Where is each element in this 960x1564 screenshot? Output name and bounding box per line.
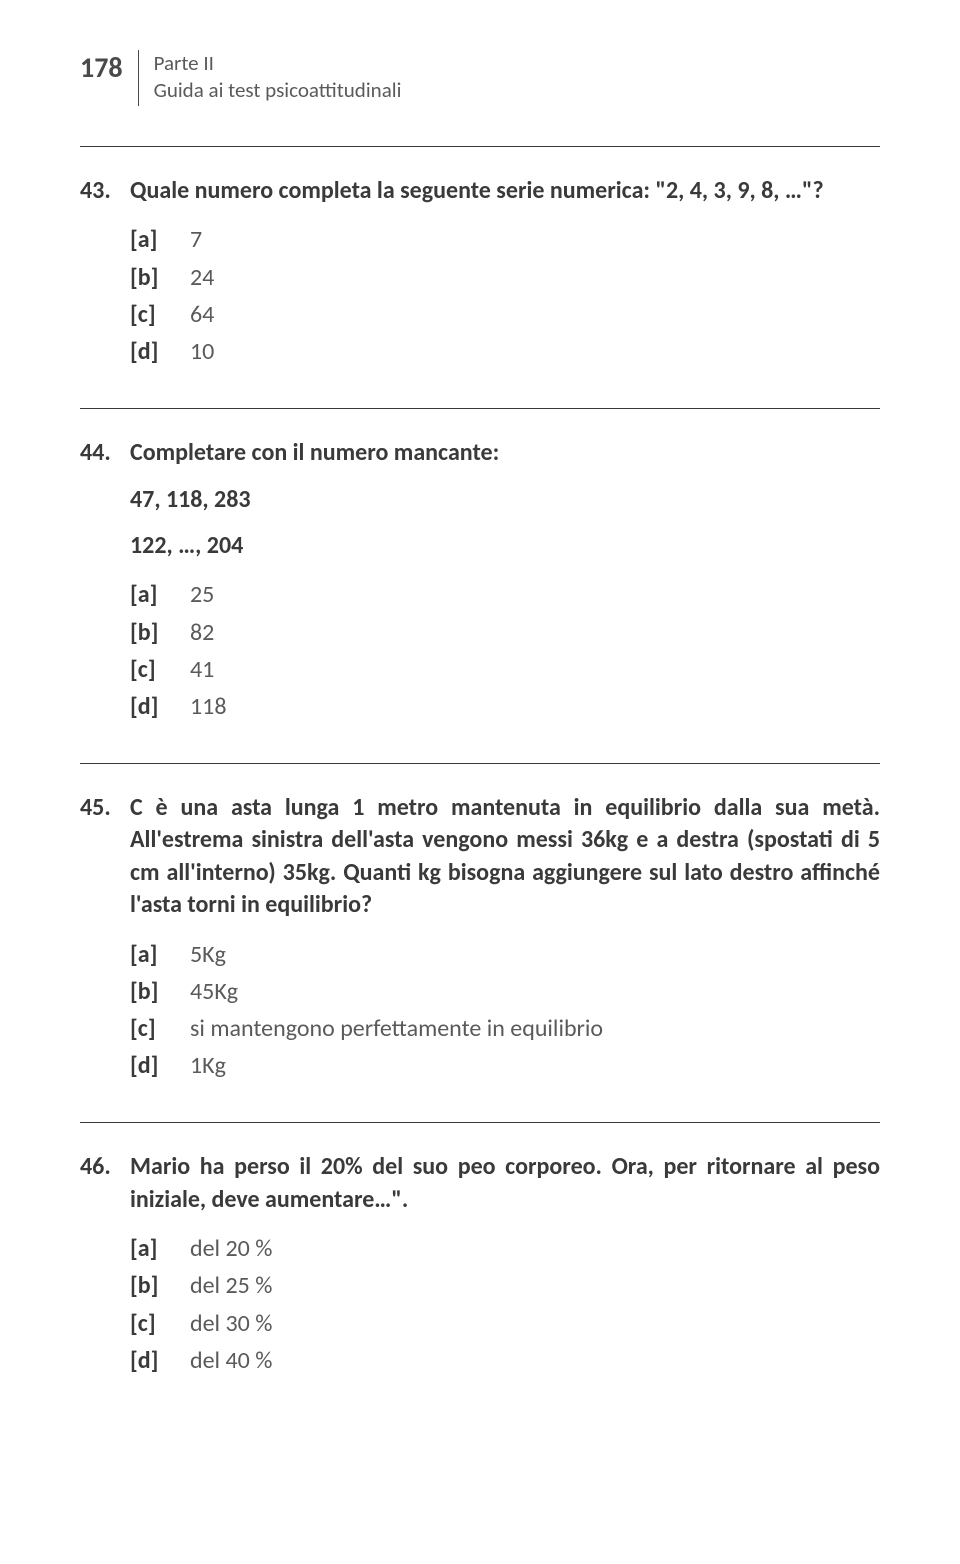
question-number: 43. xyxy=(80,175,130,207)
option-label: [b] xyxy=(130,973,190,1010)
option-value: 118 xyxy=(190,688,227,725)
option-value: 25 xyxy=(190,576,214,613)
option-value: 45Kg xyxy=(190,973,238,1010)
question-body: C è una asta lunga 1 metro mantenuta in … xyxy=(130,792,880,922)
option-label: [d] xyxy=(130,688,190,725)
question-extra-line: 47, 118, 283 xyxy=(130,484,880,516)
question-text: 45.C è una asta lunga 1 metro mantenuta … xyxy=(80,792,880,922)
question-text: 46.Mario ha perso il 20% del suo peo cor… xyxy=(80,1151,880,1216)
option-value: 24 xyxy=(190,259,214,296)
option-label: [a] xyxy=(130,221,190,258)
option-label: [b] xyxy=(130,259,190,296)
options-list: [a]5Kg[b]45Kg[c]si mantengono perfettame… xyxy=(130,936,880,1085)
option-row: [a]del 20 % xyxy=(130,1230,880,1267)
part-label: Parte II xyxy=(154,50,402,77)
option-label: [c] xyxy=(130,651,190,688)
option-value: 41 xyxy=(190,651,214,688)
options-list: [a]del 20 %[b]del 25 %[c]del 30 %[d]del … xyxy=(130,1230,880,1379)
option-label: [c] xyxy=(130,296,190,333)
option-value: del 20 % xyxy=(190,1230,272,1267)
option-value: 5Kg xyxy=(190,936,226,973)
header-text: Parte II Guida ai test psicoattitudinali xyxy=(154,50,402,105)
option-value: 64 xyxy=(190,296,214,333)
question-number: 44. xyxy=(80,437,130,469)
question-number: 45. xyxy=(80,792,130,922)
question-block: 43.Quale numero completa la seguente ser… xyxy=(80,146,880,370)
option-label: [b] xyxy=(130,1267,190,1304)
option-value: 7 xyxy=(190,221,202,258)
option-value: del 40 % xyxy=(190,1342,272,1379)
option-row: [d]1Kg xyxy=(130,1047,880,1084)
option-label: [b] xyxy=(130,614,190,651)
option-row: [d]118 xyxy=(130,688,880,725)
question-body: Mario ha perso il 20% del suo peo corpor… xyxy=(130,1151,880,1216)
question-block: 45.C è una asta lunga 1 metro mantenuta … xyxy=(80,763,880,1084)
subtitle: Guida ai test psicoattitudinali xyxy=(154,77,402,104)
option-label: [a] xyxy=(130,1230,190,1267)
question-text: 44.Completare con il numero mancante: xyxy=(80,437,880,469)
page-number: 178 xyxy=(80,50,138,85)
option-row: [a]7 xyxy=(130,221,880,258)
question-extra-line: 122, …, 204 xyxy=(130,530,880,562)
question-text: 43.Quale numero completa la seguente ser… xyxy=(80,175,880,207)
option-label: [c] xyxy=(130,1305,190,1342)
questions-container: 43.Quale numero completa la seguente ser… xyxy=(80,146,880,1379)
option-row: [b]45Kg xyxy=(130,973,880,1010)
option-row: [c]del 30 % xyxy=(130,1305,880,1342)
question-block: 46.Mario ha perso il 20% del suo peo cor… xyxy=(80,1122,880,1379)
option-value: del 30 % xyxy=(190,1305,272,1342)
option-label: [d] xyxy=(130,333,190,370)
option-value: 1Kg xyxy=(190,1047,226,1084)
options-list: [a]7[b]24[c]64[d]10 xyxy=(130,221,880,370)
option-label: [d] xyxy=(130,1342,190,1379)
question-body: Completare con il numero mancante: xyxy=(130,437,880,469)
option-label: [c] xyxy=(130,1010,190,1047)
option-row: [b]82 xyxy=(130,614,880,651)
option-value: 10 xyxy=(190,333,214,370)
question-number: 46. xyxy=(80,1151,130,1216)
option-label: [a] xyxy=(130,936,190,973)
option-row: [c]41 xyxy=(130,651,880,688)
header-divider xyxy=(138,50,139,106)
page-header: 178 Parte II Guida ai test psicoattitudi… xyxy=(80,50,880,106)
option-label: [a] xyxy=(130,576,190,613)
option-row: [a]5Kg xyxy=(130,936,880,973)
option-label: [d] xyxy=(130,1047,190,1084)
option-row: [b]del 25 % xyxy=(130,1267,880,1304)
option-row: [c]64 xyxy=(130,296,880,333)
question-block: 44.Completare con il numero mancante: 47,… xyxy=(80,408,880,725)
option-value: si mantengono perfettamente in equilibri… xyxy=(190,1010,603,1047)
option-value: del 25 % xyxy=(190,1267,272,1304)
option-row: [d]del 40 % xyxy=(130,1342,880,1379)
option-row: [c]si mantengono perfettamente in equili… xyxy=(130,1010,880,1047)
question-body: Quale numero completa la seguente serie … xyxy=(130,175,880,207)
options-list: [a]25[b]82[c]41[d]118 xyxy=(130,576,880,725)
option-row: [b]24 xyxy=(130,259,880,296)
option-row: [d]10 xyxy=(130,333,880,370)
option-row: [a]25 xyxy=(130,576,880,613)
option-value: 82 xyxy=(190,614,214,651)
